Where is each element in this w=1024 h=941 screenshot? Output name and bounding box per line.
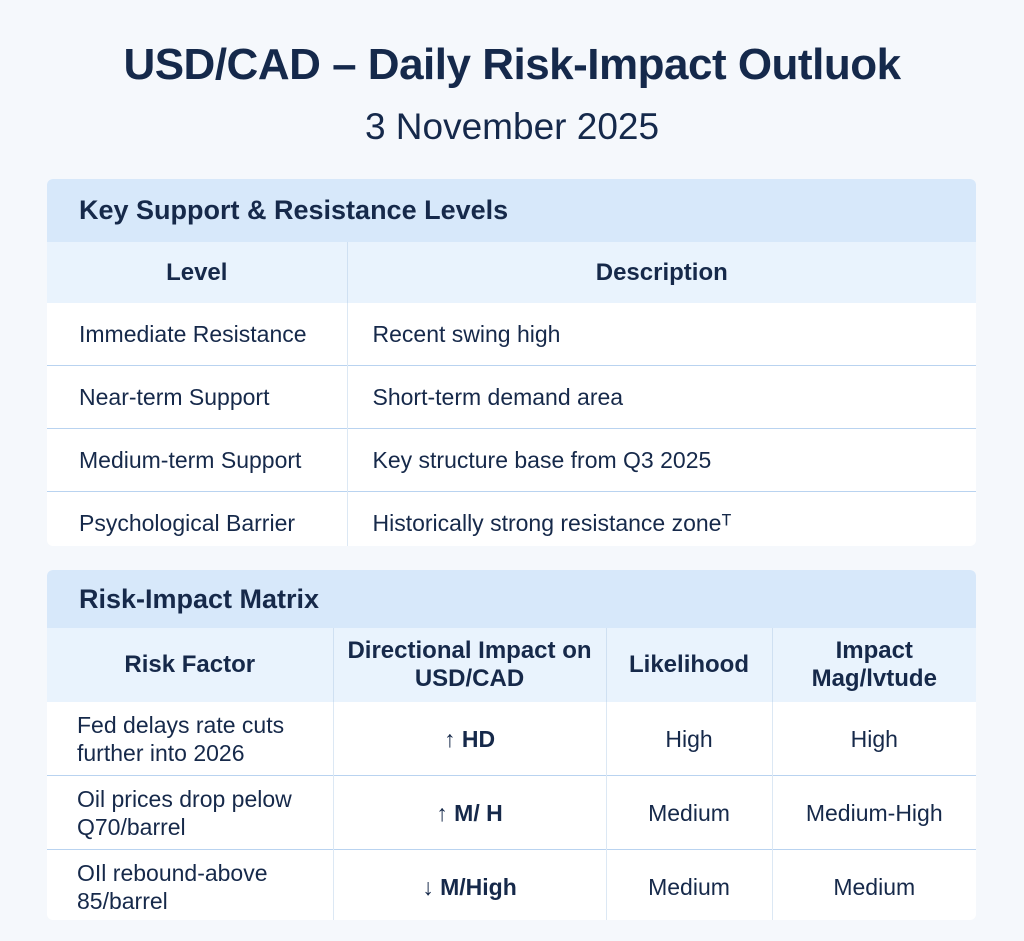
- description-cell: Historically strong resistance zoneᵀ: [346, 491, 976, 546]
- risk-factor-cell: OIl rebound-above 85/barrel: [47, 849, 333, 920]
- direction-cell: ↑ HD: [332, 702, 606, 776]
- likelihood-cell: Medium: [605, 849, 772, 920]
- likelihood-cell: Medium: [605, 775, 772, 850]
- matrix-section-title: Risk-Impact Matrix: [47, 570, 976, 628]
- risk-factor-cell: Fed delays rate cuts further into 2026: [77, 711, 285, 766]
- column-header: Risk Factor: [47, 628, 333, 702]
- risk-factor-cell: Oil prices drop pelow Q70/barrel: [47, 775, 333, 850]
- page-title: USD/CAD – Daily Risk-Impact Outluok: [123, 40, 901, 89]
- direction-cell: ↓ M/High: [332, 849, 606, 920]
- magnitude-cell: Medium: [771, 849, 976, 920]
- likelihood-cell: High: [605, 702, 772, 776]
- table-row: OIl rebound-above 85/barrel ↓ M/High Med…: [47, 849, 976, 920]
- magnitude-cell: High: [771, 702, 976, 776]
- matrix-table: Risk Factor Directional Impact on USD/CA…: [47, 628, 976, 920]
- magnitude-cell: Medium-High: [771, 775, 976, 850]
- direction-cell: ↑ M/ H: [332, 775, 606, 850]
- level-cell: Medium-term Support: [47, 428, 347, 492]
- table-row: Psychological Barrier Historically strong…: [47, 491, 976, 546]
- level-cell: Immediate Resistance: [79, 321, 307, 347]
- description-cell: Key structure base from Q3 2025: [346, 428, 976, 492]
- page-date: 3 November 2025: [364, 106, 660, 147]
- column-header: Level: [47, 242, 347, 303]
- table-row: Immediate Resistance Recent swing high: [47, 303, 976, 366]
- column-header: Directional Impact on USD/CAD: [332, 628, 606, 702]
- table-row: Medium-term Support Key structure base fr…: [47, 428, 976, 492]
- levels-table: Level Description Immediate Resistance Re…: [47, 242, 976, 546]
- description-cell: Short-term demand area: [346, 365, 976, 429]
- table-row: Near-term Support Short-term demand area: [47, 365, 976, 429]
- level-cell: Psychological Barrier: [47, 491, 347, 546]
- matrix-card: Risk-Impact Matrix Risk Factor Direction…: [47, 570, 976, 920]
- level-cell: Near-term Support: [47, 365, 347, 429]
- column-header: Description: [346, 242, 976, 303]
- table-row: Oil prices drop pelow Q70/barrel ↑ M/ H …: [47, 775, 976, 850]
- description-cell: Recent swing high: [346, 303, 976, 366]
- levels-section-title: Key Support & Resistance Levels: [47, 179, 976, 242]
- column-header: Impact Mag/lvtude: [771, 628, 976, 702]
- column-header: Likelihood: [605, 628, 772, 702]
- table-row: Fed delays rate cuts further into 2026 ↑…: [47, 702, 976, 776]
- levels-card: Key Support & Resistance Levels Level De…: [47, 179, 976, 546]
